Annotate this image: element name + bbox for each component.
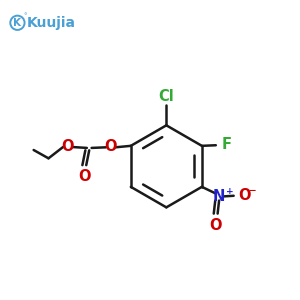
Text: K: K <box>14 18 21 28</box>
Text: Cl: Cl <box>158 89 174 104</box>
Text: F: F <box>221 137 231 152</box>
Text: °: ° <box>23 13 27 19</box>
Text: O: O <box>238 188 251 203</box>
Text: N: N <box>213 189 225 204</box>
Text: +: + <box>226 187 234 196</box>
Text: O: O <box>210 218 222 233</box>
Text: Kuujia: Kuujia <box>27 16 76 30</box>
Text: O: O <box>61 139 74 154</box>
Text: −: − <box>248 186 255 195</box>
Text: O: O <box>78 169 91 184</box>
Text: O: O <box>104 139 117 154</box>
